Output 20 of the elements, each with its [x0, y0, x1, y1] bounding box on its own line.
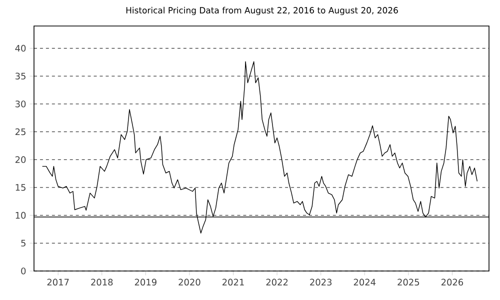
x-tick-label: 2025 [398, 278, 420, 286]
x-tick-label: 2017 [47, 278, 69, 286]
x-tick-label: 2020 [178, 278, 200, 286]
y-tick-label: 20 [15, 156, 26, 164]
x-tick-label: 2018 [91, 278, 113, 286]
x-tick-label: 2021 [222, 278, 244, 286]
y-tick-label: 5 [21, 240, 26, 246]
y-tick-label: 25 [15, 128, 26, 136]
chart-title: Historical Pricing Data from August 22, 2016 to August 20, 2026 [126, 6, 398, 16]
x-tick-label: 2026 [441, 278, 464, 286]
y-tick-label: 0 [21, 268, 26, 274]
x-tick-label: 2019 [134, 278, 156, 286]
x-tick-label: 2023 [310, 278, 332, 286]
x-tick-label: 2022 [266, 278, 288, 286]
y-tick-label: 30 [16, 100, 26, 108]
y-tick-label: 35 [16, 72, 26, 80]
x-tick-label: 2024 [354, 278, 376, 286]
y-tick-label: 10 [16, 212, 26, 219]
y-tick-label: 40 [15, 44, 26, 52]
y-tick-label: 15 [16, 184, 26, 191]
